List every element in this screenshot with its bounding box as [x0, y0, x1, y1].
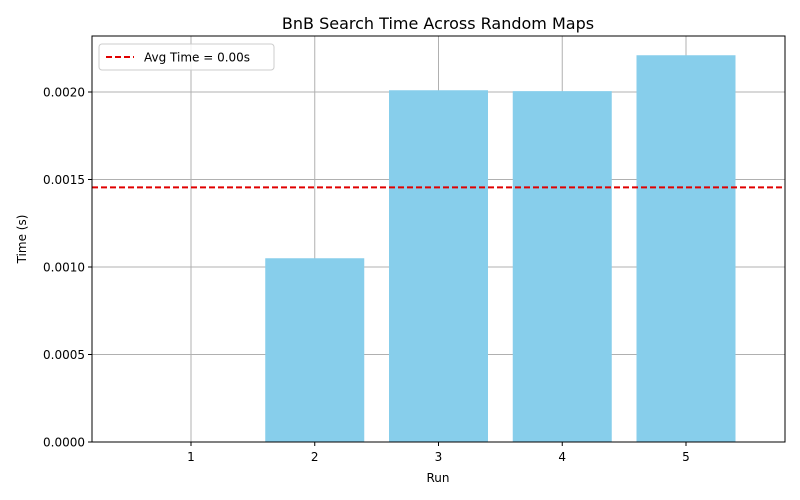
legend-box: [98, 43, 275, 71]
x-tick-label: 1: [187, 450, 195, 464]
bar-run-4: [512, 91, 612, 442]
legend-entry-avg-time: Avg Time = 0.00s: [144, 51, 250, 65]
x-axis-label: Run: [426, 471, 449, 485]
x-axis-ticks: 1 2 3 4 5: [187, 442, 690, 464]
x-tick-label: 3: [435, 450, 443, 464]
bars: [265, 55, 736, 442]
x-tick-label: 4: [558, 450, 566, 464]
bar-run-5: [636, 55, 736, 442]
legend: Avg Time = 0.00s: [98, 43, 275, 71]
y-axis-ticks: 0.0000 0.0005 0.0010 0.0015 0.0020: [43, 86, 92, 450]
chart-title: BnB Search Time Across Random Maps: [282, 14, 594, 33]
y-tick-label: 0.0020: [43, 86, 85, 100]
y-tick-label: 0.0010: [43, 261, 85, 275]
y-tick-label: 0.0015: [43, 173, 85, 187]
y-axis-label: Time (s): [15, 215, 29, 265]
y-tick-label: 0.0000: [43, 436, 85, 450]
bar-run-2: [265, 258, 365, 442]
x-tick-label: 5: [682, 450, 690, 464]
y-tick-label: 0.0005: [43, 348, 85, 362]
x-tick-label: 2: [311, 450, 319, 464]
bar-run-3: [389, 90, 488, 442]
